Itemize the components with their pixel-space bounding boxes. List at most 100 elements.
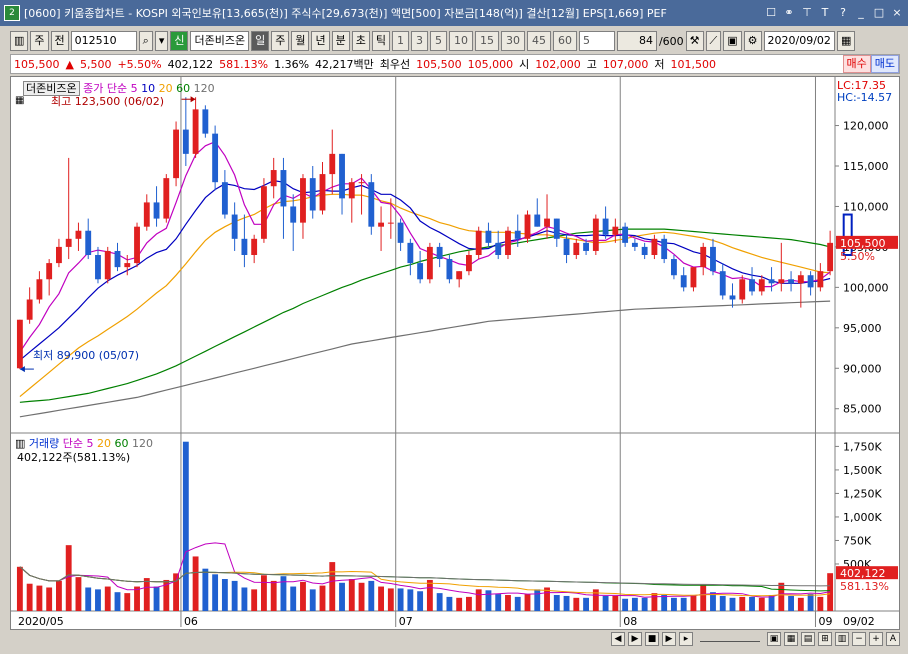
quote-bar: 105,500 ▲ 5,500 +5.50% 402,122 581.13% 1… (10, 54, 900, 74)
volume-bar (758, 597, 765, 611)
save-icon[interactable]: ▣ (723, 31, 742, 51)
vol-ma20-label: 20 (97, 437, 112, 450)
volume-bar (407, 589, 414, 611)
font-icon[interactable]: T (821, 6, 829, 19)
volume-settings-icon[interactable]: ▥ (15, 437, 26, 450)
volume-tick-label: 1,750K (843, 440, 882, 453)
vol-ma-label: 단순 (62, 437, 84, 450)
candle-body (671, 259, 677, 276)
dropdown-icon[interactable]: ▾ (154, 31, 169, 51)
volume-bar (505, 595, 511, 611)
calendar-icon[interactable]: ▦ (836, 31, 856, 51)
close-icon[interactable]: × (892, 6, 902, 19)
x-right-label: 09/02 (843, 615, 875, 628)
tool-icon[interactable]: ⚒ (685, 31, 704, 51)
interval-10[interactable]: 10 (448, 31, 473, 51)
market-select[interactable]: 주 (30, 31, 49, 51)
ma20-line (19, 193, 831, 398)
gear-icon[interactable]: ⚙ (743, 31, 762, 51)
date-input[interactable]: 2020/09/02 (763, 31, 835, 51)
tab-year[interactable]: 년 (311, 31, 330, 51)
interval-3[interactable]: 3 (410, 31, 428, 51)
code-input[interactable]: 012510 (70, 31, 137, 51)
line-tool-icon[interactable]: ⟋ (705, 31, 722, 51)
play-icon[interactable]: ▶ (628, 632, 642, 646)
fit-icon[interactable]: ⊞ (818, 632, 832, 646)
stop-icon[interactable]: ■ (645, 632, 659, 646)
interval-15[interactable]: 15 (474, 31, 499, 51)
scroll-start-icon[interactable]: ◀ (611, 632, 625, 646)
volume-bar (553, 595, 560, 611)
volume-ma5-line (19, 542, 831, 598)
volume-legend: ▥ 거래량 단순 5 20 60 120 (15, 435, 153, 451)
restore-icon[interactable]: ☐ (766, 6, 776, 19)
ma5-label: 5 (130, 82, 138, 95)
interval-30[interactable]: 30 (500, 31, 525, 51)
volume-bar (797, 597, 804, 611)
selection-box (842, 213, 853, 256)
pin-icon[interactable]: ⊤ (802, 6, 812, 19)
link-icon[interactable]: ⚭ (784, 6, 794, 19)
volume-bar (710, 592, 716, 611)
candle-body (641, 246, 648, 255)
maximize-icon[interactable]: □ (873, 6, 885, 19)
interval-60[interactable]: 60 (552, 31, 577, 51)
tab-month[interactable]: 월 (291, 31, 310, 51)
grid-layout-icon[interactable]: ▦ (784, 632, 798, 646)
candle-body (524, 214, 531, 239)
tab-day[interactable]: 일 (251, 31, 270, 51)
volume-bar (241, 587, 248, 611)
volume-current: 402,122주(581.13%) (17, 451, 131, 464)
search-icon[interactable]: ⌕ (138, 31, 153, 51)
price-chart[interactable]: 120,000115,000110,000105,000100,00095,00… (11, 77, 899, 629)
tab-tick[interactable]: 틱 (371, 31, 390, 51)
last-price-pct: 5.50% (840, 250, 875, 263)
volume-bar (26, 583, 33, 611)
candle-body (397, 222, 404, 243)
current-price: 105,500 (14, 57, 60, 71)
scroll-right-icon[interactable]: ▸ (679, 632, 693, 646)
split-icon[interactable]: ▤ (801, 632, 815, 646)
chart-area[interactable]: 120,000115,000110,000105,000100,00095,00… (10, 76, 900, 630)
candle-body (114, 250, 121, 268)
tab-week[interactable]: 주 (271, 31, 290, 51)
interval-5[interactable]: 5 (429, 31, 447, 51)
volume-bar (680, 597, 687, 611)
ma120-line (19, 300, 831, 418)
stock-name-tag[interactable]: 더존비즈온 (23, 81, 80, 96)
interval-input[interactable]: 5 (578, 31, 615, 51)
candle-body (778, 279, 785, 284)
minimize-icon[interactable]: _ (858, 6, 864, 19)
count-input[interactable]: 84 (616, 31, 657, 51)
turnover: 1.36% (274, 57, 310, 71)
volume-bar (134, 586, 140, 611)
full-button[interactable]: 전 (50, 31, 69, 51)
tab-second[interactable]: 초 (351, 31, 370, 51)
x-tick-label: 09 (818, 615, 832, 628)
candle-body (505, 230, 511, 255)
x-tick-label: 08 (623, 615, 637, 628)
open-label: 시 (519, 58, 530, 71)
interval-1[interactable]: 1 (391, 31, 409, 51)
last-volume-tag (836, 566, 898, 580)
tab-minute[interactable]: 분 (331, 31, 350, 51)
sell-button[interactable]: 매도 (870, 55, 899, 73)
interval-45[interactable]: 45 (526, 31, 551, 51)
volume-bar (456, 597, 463, 611)
panel-toggle-icon[interactable]: ▥ (10, 31, 29, 51)
volume-bar (221, 579, 228, 611)
chart-type-icon[interactable]: ▥ (835, 632, 849, 646)
zoom-out-icon[interactable]: − (852, 632, 866, 646)
volume-bar (778, 582, 785, 611)
candle-body (124, 263, 131, 268)
zoom-slider[interactable] (700, 636, 760, 642)
zoom-in-icon[interactable]: + (869, 632, 883, 646)
layout-icon[interactable]: ▣ (767, 632, 781, 646)
volume-tick-label: 750K (843, 534, 872, 547)
scroll-end-icon[interactable]: ▶ (662, 632, 676, 646)
grid-icon[interactable]: ▦ (15, 95, 25, 106)
price-tick-label: 90,000 (843, 362, 882, 375)
help-icon[interactable]: ? (840, 6, 846, 19)
text-size-icon[interactable]: A (886, 632, 900, 646)
buy-button[interactable]: 매수 (842, 55, 871, 73)
